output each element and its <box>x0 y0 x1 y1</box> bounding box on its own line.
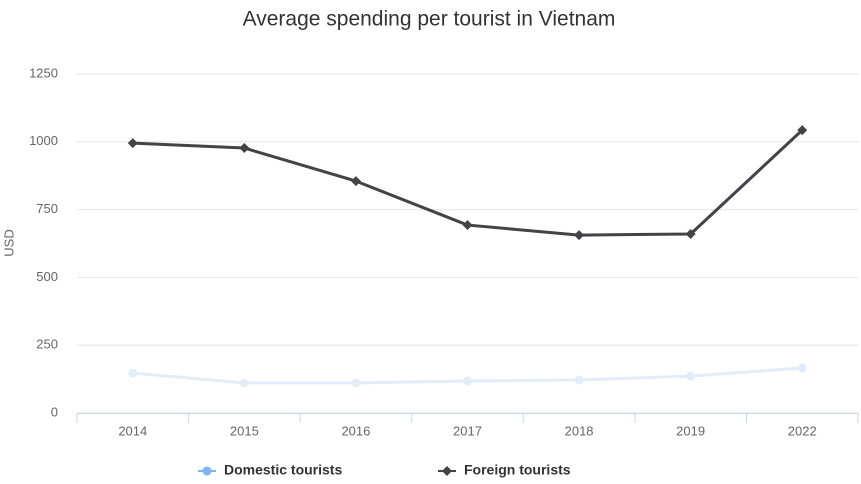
legend-marker <box>202 466 212 476</box>
data-point <box>797 125 808 136</box>
series <box>128 363 807 388</box>
legend-label: Domestic tourists <box>224 462 342 478</box>
data-point <box>686 371 696 381</box>
x-tick-label: 2022 <box>788 423 817 438</box>
data-point <box>128 368 138 378</box>
y-tick-label: 0 <box>51 404 58 419</box>
series-line <box>132 366 803 385</box>
data-point <box>685 229 696 240</box>
data-point <box>350 176 361 187</box>
x-tick-label: 2018 <box>565 423 594 438</box>
y-tick-label: 500 <box>36 269 58 284</box>
y-tick-label: 1250 <box>29 65 58 80</box>
legend-label: Foreign tourists <box>464 462 571 478</box>
y-tick-label: 1000 <box>29 133 58 148</box>
x-tick-label: 2017 <box>453 423 482 438</box>
data-point <box>797 363 807 373</box>
y-tick-label: 250 <box>36 337 58 352</box>
data-point <box>127 138 138 149</box>
chart-title: Average spending per tourist in Vietnam <box>243 8 616 31</box>
legend-marker <box>442 466 452 476</box>
x-tick-label: 2016 <box>341 423 370 438</box>
data-point <box>239 378 249 388</box>
data-point <box>239 143 250 154</box>
data-point <box>463 376 472 386</box>
x-tick-label: 2014 <box>118 423 147 438</box>
data-point <box>462 220 473 231</box>
data-point <box>351 378 361 388</box>
data-point <box>574 230 585 241</box>
x-tick-label: 2015 <box>230 423 259 438</box>
x-tick-label: 2019 <box>676 423 705 438</box>
y-tick-label: 750 <box>36 201 58 216</box>
series <box>127 125 808 241</box>
data-point <box>574 375 584 385</box>
y-axis-label: USD <box>1 229 16 256</box>
